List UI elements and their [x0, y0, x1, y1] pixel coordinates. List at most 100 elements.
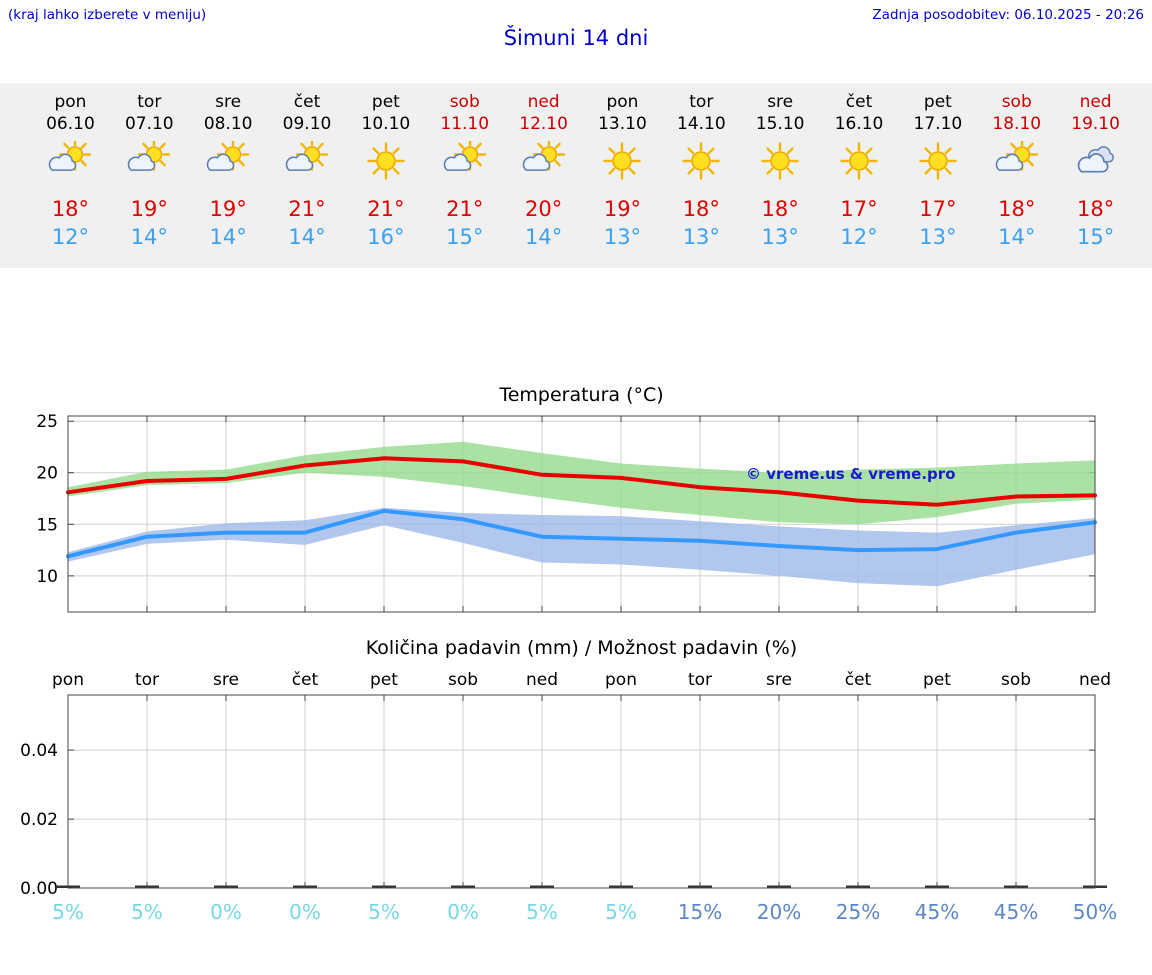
precip-probability-label: 15%: [678, 900, 722, 924]
day-date: 07.10: [124, 114, 174, 134]
forecast-day[interactable]: sob 11.10 21° 15°: [425, 91, 504, 251]
forecast-strip: pon 06.10 18° 12° tor 07.10 19° 14° sre 08.10 19° 1…: [0, 83, 1152, 268]
precip-day-label: pet: [923, 670, 951, 690]
precip-day-label: sre: [213, 670, 239, 690]
forecast-day[interactable]: ned 12.10 20° 14°: [504, 91, 583, 251]
precip-probability-label: 0%: [447, 900, 479, 924]
sunny-icon: [741, 137, 820, 185]
day-date: 14.10: [676, 114, 726, 134]
precip-probability-label: 0%: [289, 900, 321, 924]
high-temp: 18°: [761, 197, 799, 221]
low-temp: 12°: [840, 225, 878, 249]
high-temp: 18°: [1076, 197, 1115, 221]
precipitation-chart: pon tor sre čet pet sob ned pon tor sre čet pet sob n…: [20, 670, 1117, 924]
low-temp: 14°: [998, 225, 1036, 249]
forecast-day[interactable]: pet 17.10 17° 13°: [898, 91, 977, 251]
day-name: sre: [767, 92, 794, 112]
precip-day-label: sre: [766, 670, 792, 690]
partly-cloudy-icon: [268, 137, 347, 185]
precip-probability-label: 20%: [757, 900, 801, 924]
precip-day-label: sob: [448, 670, 478, 690]
low-temp: 14°: [130, 225, 168, 249]
page-title: Šimuni 14 dni: [503, 26, 649, 50]
day-date: 15.10: [755, 114, 805, 134]
svg-text:25: 25: [36, 413, 58, 432]
high-temp: 18°: [51, 197, 90, 221]
last-updated: Zadnja posodobitev: 06.10.2025 - 20:26: [872, 7, 1144, 23]
precip-day-label: tor: [135, 670, 159, 690]
low-temp: 14°: [524, 225, 563, 249]
partly-cloudy-icon: [504, 137, 583, 185]
svg-text:0.00: 0.00: [20, 879, 58, 899]
high-temp: 18°: [998, 197, 1036, 221]
day-date: 09.10: [282, 114, 332, 134]
forecast-day[interactable]: tor 07.10 19° 14°: [110, 91, 189, 251]
forecast-day[interactable]: sre 08.10 19° 14°: [189, 91, 268, 251]
forecast-day[interactable]: tor 14.10 18° 13°: [662, 91, 741, 251]
watermark-link[interactable]: © vreme.us & vreme.pro: [746, 465, 956, 483]
low-temp: 14°: [288, 225, 326, 249]
menu-hint: (kraj lahko izberete v meniju): [8, 7, 207, 23]
day-name: sob: [1001, 92, 1032, 112]
forecast-day[interactable]: pet 10.10 21° 16°: [346, 91, 425, 251]
day-date: 13.10: [598, 114, 647, 134]
day-name: pet: [371, 92, 400, 112]
precip-day-label: sob: [1001, 670, 1031, 690]
day-name: ned: [527, 92, 560, 112]
day-name: tor: [137, 92, 162, 112]
day-name: pet: [923, 92, 952, 112]
partly-cloudy-icon: [110, 137, 189, 185]
low-temp: 14°: [209, 225, 247, 249]
high-temp: 17°: [919, 197, 957, 221]
day-name: tor: [689, 92, 714, 112]
high-temp: 19°: [130, 197, 168, 221]
precip-probability-label: 5%: [605, 900, 637, 924]
day-date: 12.10: [519, 114, 568, 134]
temperature-chart-title: Temperatura (°C): [499, 384, 664, 406]
precip-day-label: pet: [370, 670, 398, 690]
cloudy-icon: [1056, 137, 1135, 185]
forecast-day[interactable]: ned 19.10 18° 15°: [1056, 91, 1135, 251]
svg-text:0.04: 0.04: [20, 741, 58, 761]
day-name: sre: [215, 92, 242, 112]
low-temp: 13°: [919, 225, 957, 249]
high-temp: 19°: [603, 197, 642, 221]
forecast-day[interactable]: čet 09.10 21° 14°: [268, 91, 347, 251]
day-date: 11.10: [440, 114, 490, 134]
forecast-day[interactable]: pon 13.10 19° 13°: [583, 91, 662, 251]
forecast-day[interactable]: sre 15.10 18° 13°: [741, 91, 820, 251]
sunny-icon: [583, 137, 662, 185]
precip-probability-label: 5%: [368, 900, 400, 924]
day-name: ned: [1079, 92, 1112, 112]
forecast-day[interactable]: sob 18.10 18° 14°: [977, 91, 1056, 251]
low-temp: 12°: [51, 225, 90, 249]
precip-probability-label: 5%: [131, 900, 163, 924]
forecast-day[interactable]: pon 06.10 18° 12°: [31, 91, 110, 251]
forecast-day[interactable]: čet 16.10 17° 12°: [820, 91, 899, 251]
sunny-icon: [662, 137, 741, 185]
svg-text:0.02: 0.02: [20, 810, 58, 830]
day-date: 10.10: [361, 114, 411, 134]
precip-day-label: tor: [688, 670, 712, 690]
sunny-icon: [820, 137, 899, 185]
precip-day-label: pon: [52, 670, 84, 690]
precip-probability-label: 25%: [836, 900, 880, 924]
precip-probability-label: 5%: [52, 900, 84, 924]
temperature-chart: 10 15 20 25 © vreme.us & vreme.pro: [36, 413, 1097, 613]
day-date: 06.10: [46, 114, 95, 134]
day-date: 17.10: [913, 114, 963, 134]
precipitation-chart-title: Količina padavin (mm) / Možnost padavin …: [365, 637, 798, 659]
partly-cloudy-icon: [977, 137, 1056, 185]
sunny-icon: [898, 137, 977, 185]
precip-day-label: pon: [605, 670, 637, 690]
low-temp: 15°: [1076, 225, 1115, 249]
day-name: pon: [54, 92, 87, 112]
day-name: pon: [606, 92, 639, 112]
precip-day-label: čet: [845, 670, 872, 690]
svg-text:20: 20: [36, 464, 58, 484]
topbar: (kraj lahko izberete v meniju) Zadnja po…: [0, 0, 1152, 23]
day-name: čet: [845, 92, 873, 112]
partly-cloudy-icon: [189, 137, 268, 185]
low-temp: 16°: [367, 225, 405, 249]
precip-probability-label: 5%: [526, 900, 558, 924]
